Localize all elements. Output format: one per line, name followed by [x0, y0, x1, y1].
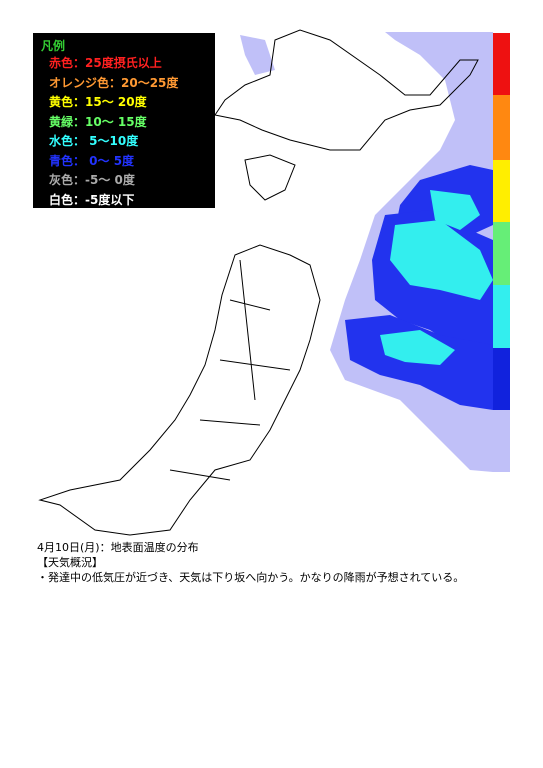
caption-text: ・発達中の低気圧が近づき、天気は下り坂へ向かう。かなりの降雨が予想されている。	[37, 571, 465, 584]
legend: 凡例 赤色：25度摂氏以上オレンジ色：20～25度 黄色：15～ 20度 黄緑：10…	[33, 33, 215, 208]
caption-heading: 【天気概況】	[37, 556, 103, 569]
caption-date: 4月10日(月)：地表面温度の分布	[37, 541, 199, 554]
legend-title: 凡例	[41, 39, 66, 53]
legend-item: 黄色：15～ 20度	[49, 95, 147, 109]
legend-item: 黄緑：10～ 15度	[49, 114, 147, 129]
map	[38, 29, 510, 536]
legend-item: オレンジ色：20～25度	[49, 75, 179, 90]
legend-item: 灰色：-5～ 0度	[49, 173, 135, 187]
legend-item: 水色： 5～10度	[49, 134, 139, 148]
legend-item: 白色：-5度以下	[49, 192, 135, 207]
sea-temperature	[240, 32, 493, 472]
coastline	[38, 29, 479, 536]
caption: 4月10日(月)：地表面温度の分布 【天気概況】 ・発達中の低気圧が近づき、天気…	[37, 540, 464, 585]
legend-item: 青色： 0～ 5度	[49, 153, 135, 168]
legend-item: 赤色：25度摂氏以上	[49, 56, 162, 70]
color-scale	[493, 33, 510, 472]
